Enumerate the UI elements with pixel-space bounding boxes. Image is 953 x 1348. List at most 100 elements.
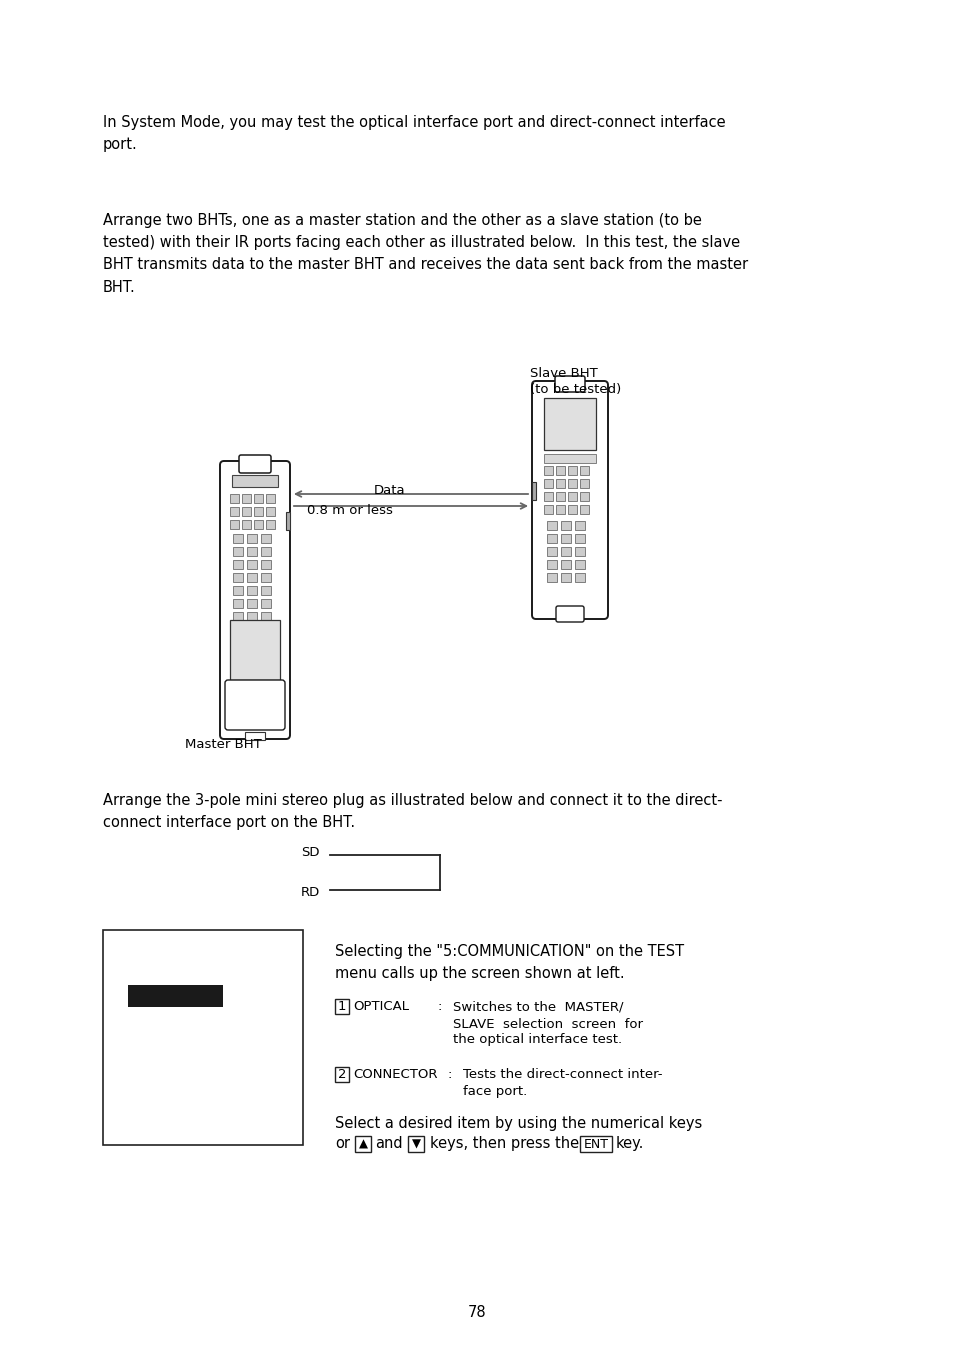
Bar	[546, 559, 557, 569]
Text: :: :	[448, 1069, 452, 1081]
Text: OPTICAL: OPTICAL	[353, 1000, 409, 1014]
Bar	[579, 479, 588, 488]
FancyBboxPatch shape	[556, 607, 583, 621]
Bar	[261, 534, 271, 543]
Bar	[579, 492, 588, 501]
Text: SLAVE  selection  screen  for: SLAVE selection screen for	[453, 1018, 642, 1030]
Bar	[247, 612, 256, 621]
Bar	[247, 599, 256, 608]
FancyBboxPatch shape	[225, 679, 285, 731]
Text: Tests the direct-connect inter-: Tests the direct-connect inter-	[462, 1069, 661, 1081]
Text: or: or	[335, 1136, 350, 1151]
Text: RD: RD	[300, 886, 319, 899]
Bar	[233, 612, 243, 621]
Bar	[556, 466, 564, 474]
Bar	[567, 479, 577, 488]
FancyBboxPatch shape	[532, 381, 607, 619]
Bar	[546, 520, 557, 530]
Text: 0.8 m or less: 0.8 m or less	[307, 504, 393, 518]
Text: Select a desired item by using the numerical keys: Select a desired item by using the numer…	[335, 1116, 701, 1131]
Bar	[543, 492, 553, 501]
Text: keys, then press the: keys, then press the	[430, 1136, 578, 1151]
Text: Selecting the "5:COMMUNICATION" on the TEST
menu calls up the screen shown at le: Selecting the "5:COMMUNICATION" on the T…	[335, 944, 683, 981]
Bar	[266, 507, 274, 516]
Bar	[560, 534, 571, 543]
Bar	[543, 479, 553, 488]
Bar	[261, 612, 271, 621]
Text: the optical interface test.: the optical interface test.	[453, 1034, 621, 1046]
Bar	[266, 520, 274, 528]
Bar	[286, 512, 290, 530]
Bar	[233, 573, 243, 582]
Bar	[543, 466, 553, 474]
Text: 1: 1	[337, 1000, 346, 1014]
Bar	[579, 506, 588, 514]
Bar	[575, 520, 584, 530]
Bar	[575, 534, 584, 543]
Bar	[543, 398, 596, 450]
Bar	[532, 483, 536, 500]
Bar	[543, 506, 553, 514]
Text: and: and	[375, 1136, 402, 1151]
Text: Data: Data	[374, 484, 405, 497]
FancyBboxPatch shape	[555, 376, 584, 392]
Bar	[546, 573, 557, 582]
Bar	[575, 559, 584, 569]
Bar	[128, 985, 223, 1007]
FancyBboxPatch shape	[239, 456, 271, 473]
Text: key.: key.	[616, 1136, 643, 1151]
FancyBboxPatch shape	[579, 1136, 612, 1153]
Text: ▼: ▼	[411, 1138, 420, 1150]
Bar	[579, 466, 588, 474]
FancyBboxPatch shape	[220, 461, 290, 739]
Bar	[247, 559, 256, 569]
Bar	[560, 573, 571, 582]
Text: :: :	[437, 1000, 442, 1014]
Bar	[261, 599, 271, 608]
Text: 78: 78	[467, 1305, 486, 1320]
FancyBboxPatch shape	[355, 1136, 371, 1153]
Bar	[556, 479, 564, 488]
Bar	[546, 547, 557, 555]
Text: 2: 2	[337, 1069, 346, 1081]
Bar	[261, 586, 271, 594]
Text: face port.: face port.	[462, 1085, 527, 1099]
Bar	[567, 506, 577, 514]
Bar	[556, 492, 564, 501]
Bar	[242, 520, 251, 528]
Bar	[242, 507, 251, 516]
Text: In System Mode, you may test the optical interface port and direct-connect inter: In System Mode, you may test the optical…	[103, 115, 725, 152]
Bar	[245, 732, 265, 740]
Bar	[233, 559, 243, 569]
Bar	[233, 599, 243, 608]
Bar	[261, 559, 271, 569]
Bar	[266, 493, 274, 503]
FancyBboxPatch shape	[335, 1068, 349, 1082]
Bar	[253, 520, 263, 528]
Bar	[567, 492, 577, 501]
Bar	[543, 454, 596, 462]
Text: ENT: ENT	[583, 1138, 608, 1150]
Bar	[233, 586, 243, 594]
Bar	[560, 559, 571, 569]
Bar	[230, 520, 239, 528]
Bar	[253, 493, 263, 503]
Text: ▲: ▲	[358, 1138, 367, 1150]
Bar	[230, 620, 280, 679]
Bar	[232, 474, 277, 487]
Bar	[247, 534, 256, 543]
Bar	[230, 493, 239, 503]
Bar	[233, 534, 243, 543]
Text: CONNECTOR: CONNECTOR	[353, 1069, 437, 1081]
Text: Slave BHT: Slave BHT	[530, 367, 598, 380]
Bar	[253, 507, 263, 516]
FancyBboxPatch shape	[408, 1136, 423, 1153]
Text: Arrange two BHTs, one as a master station and the other as a slave station (to b: Arrange two BHTs, one as a master statio…	[103, 213, 747, 295]
FancyBboxPatch shape	[335, 999, 349, 1014]
Bar	[575, 547, 584, 555]
Text: (to be tested): (to be tested)	[530, 383, 620, 396]
Bar	[247, 573, 256, 582]
Bar	[560, 520, 571, 530]
Text: Master BHT: Master BHT	[185, 737, 261, 751]
Bar	[261, 573, 271, 582]
